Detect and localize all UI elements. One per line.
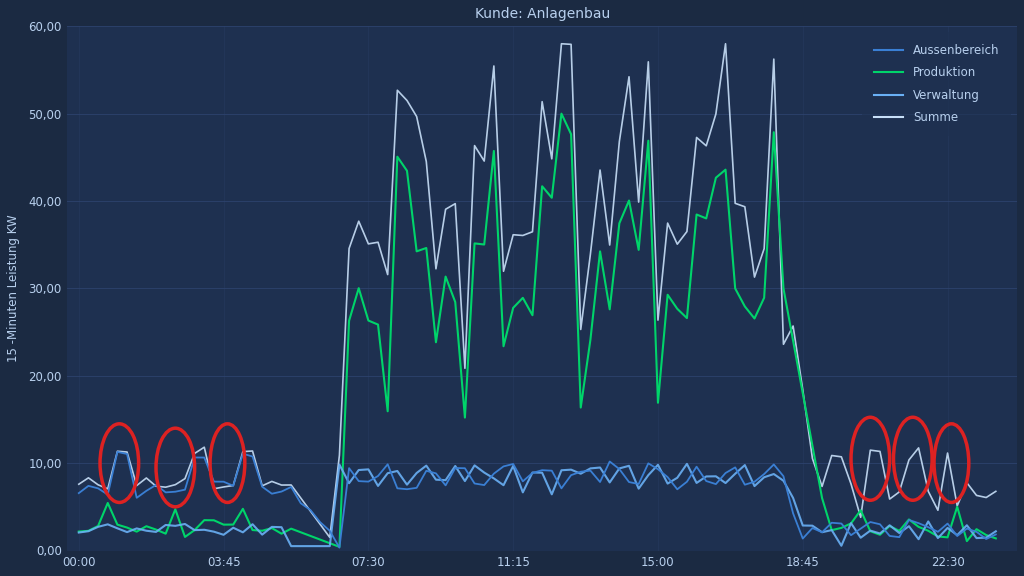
Y-axis label: 15 -Minuten Leistung KW: 15 -Minuten Leistung KW bbox=[7, 215, 19, 362]
Title: Kunde: Anlagenbau: Kunde: Anlagenbau bbox=[474, 7, 609, 21]
Legend: Aussenbereich, Produktion, Verwaltung, Summe: Aussenbereich, Produktion, Verwaltung, S… bbox=[862, 32, 1011, 136]
